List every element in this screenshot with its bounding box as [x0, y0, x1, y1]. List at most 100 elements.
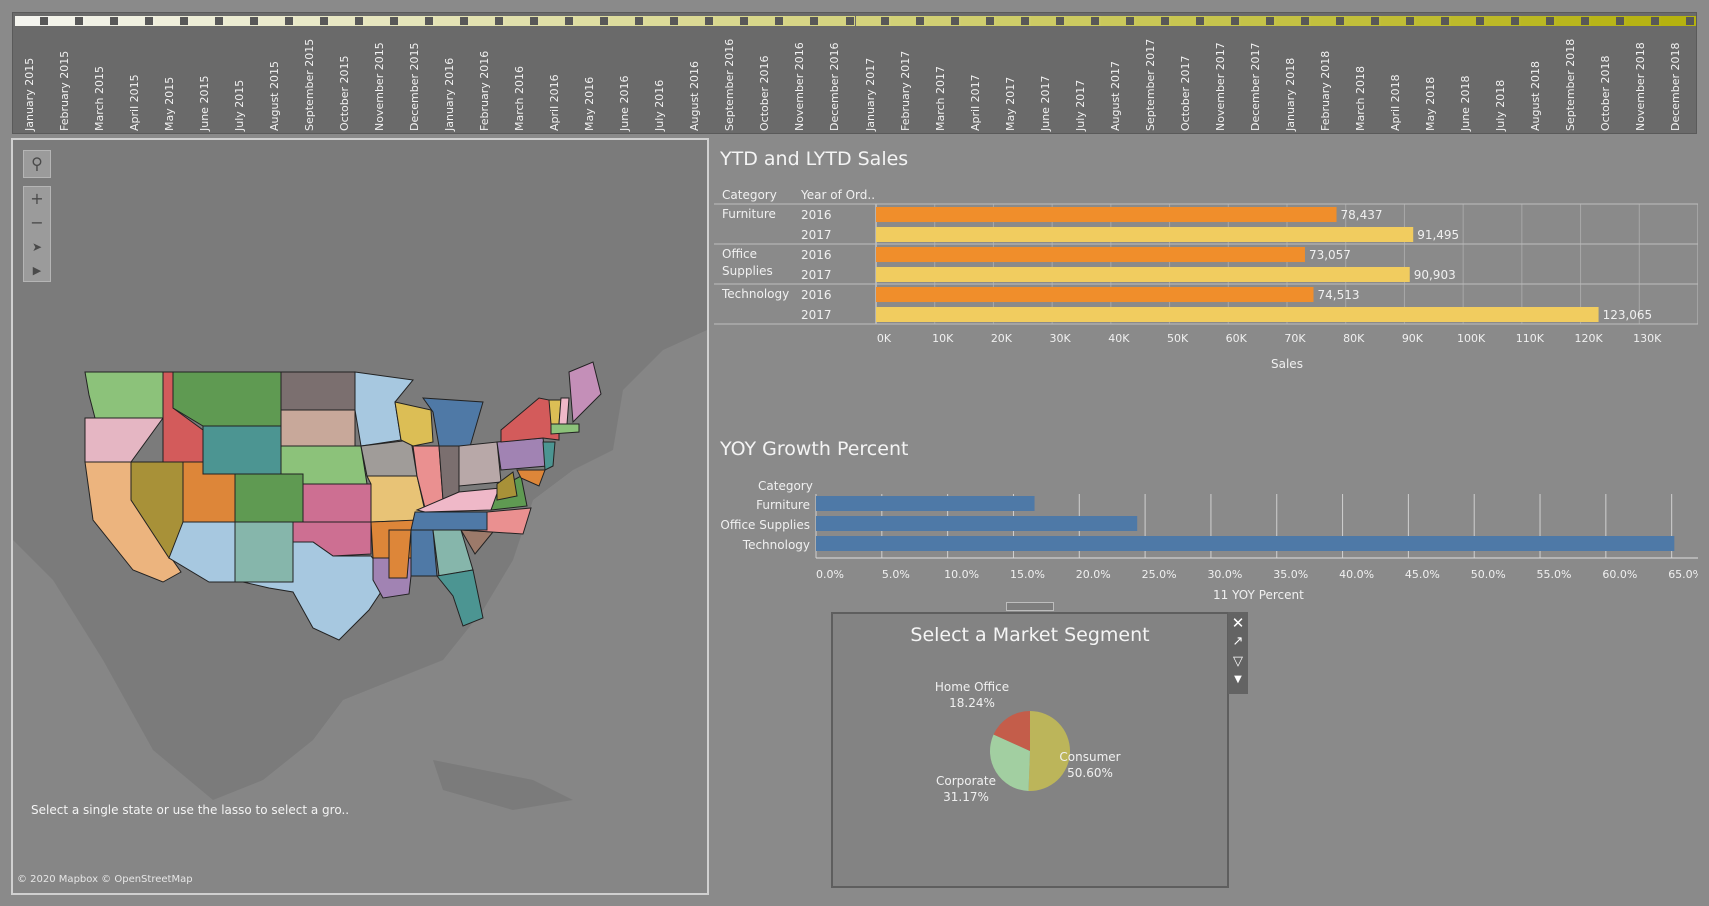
timeline-handle[interactable] — [950, 17, 959, 25]
timeline-month-label[interactable]: December 2016 — [828, 42, 842, 131]
timeline-cell[interactable] — [1205, 16, 1241, 26]
timeline-handle[interactable] — [1545, 17, 1554, 25]
filter-icon[interactable]: ▽ — [1233, 654, 1243, 669]
timeline-month-label[interactable]: April 2017 — [968, 74, 982, 131]
timeline-cell[interactable] — [1590, 16, 1626, 26]
timeline-handle[interactable] — [1650, 17, 1659, 25]
state-wyoming[interactable] — [202, 425, 282, 475]
timeline-month-label[interactable]: February 2015 — [58, 50, 72, 131]
timeline-month-label[interactable]: July 2016 — [653, 79, 667, 131]
state-pennsylvania[interactable] — [496, 437, 548, 471]
timeline-month-label[interactable]: January 2016 — [443, 57, 457, 131]
timeline-handle[interactable] — [1370, 17, 1379, 25]
state-arizona[interactable] — [168, 521, 236, 583]
timeline-cell[interactable] — [1135, 16, 1171, 26]
timeline-handle[interactable] — [775, 17, 784, 25]
timeline-handle[interactable] — [705, 17, 714, 25]
timeline-handle[interactable] — [670, 17, 679, 25]
state-ohio[interactable] — [458, 441, 502, 487]
timeline-handle[interactable] — [530, 17, 539, 25]
timeline-month-label[interactable]: February 2018 — [1318, 50, 1332, 131]
state-north-dakota[interactable] — [280, 371, 356, 411]
timeline-month-label[interactable]: July 2018 — [1493, 79, 1507, 131]
timeline-cell[interactable] — [1625, 16, 1661, 26]
timeline-handle[interactable] — [635, 17, 644, 25]
state-texas[interactable] — [242, 541, 390, 641]
timeline-cell[interactable] — [505, 16, 541, 26]
timeline-cell[interactable] — [120, 16, 156, 26]
timeline-cell[interactable] — [1100, 16, 1136, 26]
us-state-map[interactable] — [13, 140, 707, 893]
timeline-cell[interactable] — [155, 16, 191, 26]
timeline-cell[interactable] — [260, 16, 296, 26]
timeline-cell[interactable] — [330, 16, 366, 26]
timeline-handle[interactable] — [1686, 17, 1694, 25]
timeline-handle[interactable] — [145, 17, 154, 25]
timeline-month-label[interactable]: June 2017 — [1038, 75, 1052, 131]
chevron-down-icon[interactable]: ▼ — [1234, 674, 1242, 685]
timeline-month-label[interactable]: July 2017 — [1073, 79, 1087, 131]
ytd-sales-chart[interactable]: 0K 10K 20K 30K 40K 50K 60K 70K 80K 90K 100K 110K 120… — [714, 200, 1698, 380]
timeline-month-label[interactable]: September 2016 — [723, 38, 737, 131]
timeline-handle[interactable] — [1510, 17, 1519, 25]
timeline-cell[interactable] — [225, 16, 261, 26]
timeline-month-label[interactable]: December 2017 — [1248, 42, 1262, 131]
timeline-handle[interactable] — [110, 17, 119, 25]
timeline-month-label[interactable]: April 2016 — [548, 74, 562, 131]
pin-icon[interactable]: ➤ — [31, 240, 43, 254]
timeline-cell[interactable] — [1065, 16, 1101, 26]
state-shapes[interactable] — [84, 361, 602, 641]
map-panel[interactable]: ⚲ + − ➤ ▶ Select a single state or use t… — [11, 138, 709, 895]
yoy-growth-chart[interactable]: 0.0% 5.0% 10.0% 15.0% 20.0% 25.0% 30.0% 35.0% 40… — [714, 490, 1698, 600]
timeline-cell[interactable] — [890, 16, 926, 26]
timeline-handle[interactable] — [845, 17, 854, 25]
state-colorado[interactable] — [234, 473, 304, 523]
timeline-cell[interactable] — [610, 16, 646, 26]
zoom-in-icon[interactable]: + — [30, 189, 44, 208]
state-washington[interactable] — [84, 371, 164, 419]
timeline-handle[interactable] — [40, 17, 49, 25]
timeline-handle[interactable] — [215, 17, 224, 25]
timeline-handle[interactable] — [600, 17, 609, 25]
timeline-cell[interactable] — [750, 16, 786, 26]
timeline-cell[interactable] — [540, 16, 576, 26]
timeline-month-label[interactable]: March 2017 — [933, 65, 947, 131]
timeline-month-label[interactable]: August 2016 — [688, 61, 702, 131]
timeline-cell[interactable] — [855, 16, 891, 26]
timeline-handle[interactable] — [985, 17, 994, 25]
timeline-handle[interactable] — [1090, 17, 1099, 25]
timeline-handle[interactable] — [75, 17, 84, 25]
state-north-carolina[interactable] — [460, 507, 532, 535]
state-iowa[interactable] — [360, 439, 418, 477]
timeline-month-label[interactable]: January 2018 — [1283, 57, 1297, 131]
expand-icon[interactable]: ▶ — [32, 264, 42, 277]
timeline-month-label[interactable]: May 2018 — [1423, 76, 1437, 131]
timeline-cell[interactable] — [435, 16, 471, 26]
timeline-month-label[interactable]: October 2016 — [758, 55, 772, 131]
timeline-month-label[interactable]: June 2016 — [618, 75, 632, 131]
timeline-cell[interactable] — [1660, 16, 1696, 26]
timeline-cell[interactable] — [715, 16, 751, 26]
close-icon[interactable]: ✕ — [1231, 614, 1245, 632]
timeline-month-label[interactable]: February 2017 — [898, 50, 912, 131]
timeline-month-label[interactable]: April 2018 — [1388, 74, 1402, 131]
timeline-cell[interactable] — [1030, 16, 1066, 26]
timeline-handle[interactable] — [1265, 17, 1274, 25]
timeline-month-label[interactable]: December 2018 — [1668, 42, 1682, 131]
state-maryland[interactable] — [516, 469, 546, 487]
timeline-month-label[interactable]: July 2015 — [233, 79, 247, 131]
timeline-month-label[interactable]: October 2017 — [1178, 55, 1192, 131]
timeline-handle[interactable] — [425, 17, 434, 25]
timeline-month-label[interactable]: March 2015 — [93, 65, 107, 131]
timeline-cell[interactable] — [1450, 16, 1486, 26]
timeline-handle[interactable] — [390, 17, 399, 25]
state-wisconsin[interactable] — [394, 401, 434, 447]
market-segment-pie[interactable]: Consumer 50.60% Corporate 31.17% Home Office… — [833, 654, 1227, 884]
timeline-handle[interactable] — [460, 17, 469, 25]
timeline-handle[interactable] — [1230, 17, 1239, 25]
timeline-month-label[interactable]: May 2016 — [583, 76, 597, 131]
month-timeline[interactable]: January 2015 February 2015 March 2015 April… — [12, 12, 1697, 134]
timeline-cell[interactable] — [575, 16, 611, 26]
timeline-handle[interactable] — [1160, 17, 1169, 25]
timeline-month-label[interactable]: August 2018 — [1528, 61, 1542, 131]
